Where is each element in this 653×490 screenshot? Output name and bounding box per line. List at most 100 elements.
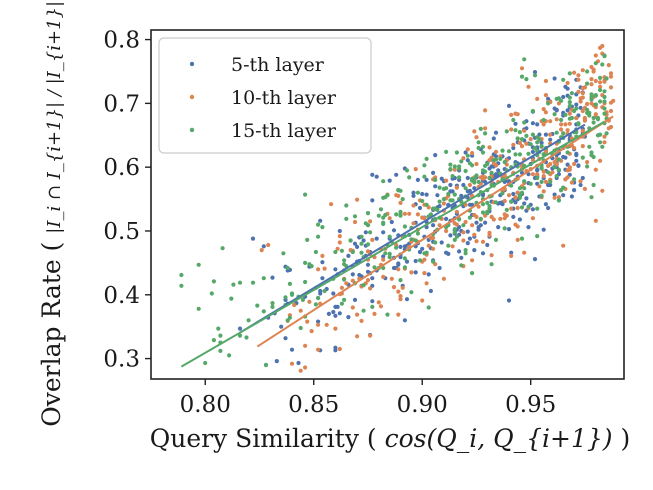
data-point [541,169,546,174]
data-point [543,110,549,115]
data-point [519,74,525,79]
data-point [559,117,564,123]
data-point [493,130,499,135]
data-point [459,159,464,164]
data-point [519,137,525,142]
data-point [556,198,562,203]
data-point [598,84,603,89]
data-point [344,203,349,208]
data-point [585,69,590,74]
data-point [446,191,451,197]
data-point [509,253,514,258]
data-point [509,250,514,255]
data-point [574,115,579,121]
data-point [522,57,527,62]
data-point [487,166,492,171]
data-point [463,186,468,191]
data-point [554,161,559,166]
data-point [502,212,507,217]
data-point [263,362,269,368]
data-point [237,326,243,331]
data-point [493,237,499,242]
data-point [480,168,486,173]
data-point [461,156,466,161]
data-point [331,309,336,315]
data-point [563,177,568,182]
data-point [470,151,475,156]
data-point [346,315,351,320]
data-point [515,224,520,229]
data-point [422,216,427,221]
legend-label-10th: 10-th layer [231,87,337,109]
data-point [483,126,488,131]
data-point [333,326,338,331]
data-point [589,77,594,82]
data-point [305,319,310,324]
data-point [567,111,572,116]
data-point [559,122,564,127]
data-point [261,276,266,281]
data-point [569,180,575,185]
fit-lines-layer [180,115,614,368]
data-point [476,145,481,151]
data-point [422,174,427,179]
data-point [511,214,516,219]
data-point [437,199,442,204]
data-point [539,166,544,171]
data-point [444,250,449,255]
data-point [472,129,477,134]
data-point [470,258,475,263]
data-point [559,127,564,132]
data-point [316,322,321,327]
data-point [467,161,472,166]
data-point [554,174,559,179]
data-point [365,262,371,267]
data-point [266,242,271,248]
svg-text:Query Similarity ( cos(Q: Query Similarity ( cos(Q_i, Q_{i+1}) ) [150,424,631,453]
data-point [591,69,596,74]
data-point [504,207,509,212]
data-point [572,161,577,167]
data-point [344,281,349,286]
data-point [452,167,457,172]
data-point [513,128,518,133]
data-point [509,127,514,132]
data-point [465,153,470,158]
data-point [578,99,583,104]
data-point [580,108,585,114]
data-point [546,101,551,106]
data-point [368,219,373,224]
data-point [556,167,562,172]
data-point [563,84,568,89]
data-point [246,318,251,323]
data-point [580,155,585,160]
data-point [543,93,549,98]
data-point [218,348,223,353]
data-point [300,297,305,302]
data-point [400,285,405,290]
data-point [502,160,507,165]
data-point [398,255,403,260]
data-point [365,211,371,216]
data-point [303,365,308,370]
data-point [561,243,566,248]
data-point [424,156,429,161]
data-point [229,296,234,301]
data-point [374,236,379,241]
x-tick-label: 0.95 [505,392,556,418]
data-point [433,184,438,189]
data-point [452,227,457,232]
data-point [602,111,607,116]
data-point [463,168,468,174]
data-point [411,203,416,208]
data-point [394,212,399,217]
data-point [209,291,214,296]
data-point [342,277,347,282]
data-point [598,87,603,93]
data-point [368,286,373,291]
data-point [305,237,310,242]
data-point [517,217,523,222]
data-point [498,216,503,221]
data-point [179,272,184,278]
data-point [333,267,338,272]
